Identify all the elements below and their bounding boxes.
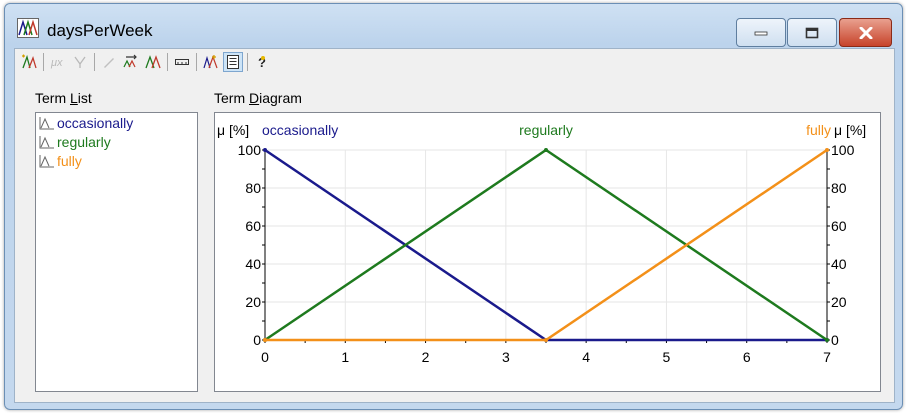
term-diagram-label: Term Diagram [214, 90, 302, 106]
right-tick-label: 100 [831, 142, 855, 158]
app-icon [17, 18, 39, 38]
terms-wizard-button[interactable] [201, 52, 221, 72]
series-label-occasionally: occasionally [262, 122, 338, 138]
term-list-item[interactable]: regularly [36, 132, 197, 151]
toolbar-separator [196, 53, 197, 71]
pencil-icon [104, 58, 114, 68]
term-label: occasionally [57, 114, 134, 131]
right-tick-label: 20 [831, 294, 847, 310]
series-point-occasionally [263, 148, 267, 152]
x-tick-label: 0 [261, 349, 269, 365]
series-line-occasionally [264, 148, 827, 342]
minimize-icon [754, 31, 768, 35]
right-tick-label: 60 [831, 218, 847, 234]
mu-x-button[interactable]: μx [48, 52, 68, 72]
x-tick-label: 3 [502, 349, 510, 365]
left-tick-label: 100 [238, 142, 262, 158]
edit-button[interactable] [99, 52, 119, 72]
right-tick-label: 0 [831, 332, 839, 348]
series-line-fully [265, 148, 828, 342]
toolbar-separator [43, 53, 44, 71]
x-tick-label: 2 [422, 349, 430, 365]
properties-button[interactable] [223, 52, 243, 72]
term-label: regularly [57, 133, 111, 150]
client-area: μx [14, 48, 895, 403]
term-diagram[interactable]: 0 0 20 20 40 40 60 60 80 80 100 100 0 1 2 3 4 5 6 7 μ [%] μ [… [214, 112, 881, 392]
help-button[interactable]: ? [252, 52, 272, 72]
term-list-item[interactable]: fully [36, 151, 197, 170]
series-point-regularly [544, 148, 548, 152]
series-label-fully: fully [806, 122, 831, 138]
x-tick-label: 1 [341, 349, 349, 365]
series-point-regularly [825, 338, 829, 342]
x-tick-label: 5 [663, 349, 671, 365]
right-axis-label: μ [%] [834, 122, 866, 138]
series-label-regularly: regularly [519, 122, 573, 138]
filter-button[interactable] [70, 52, 90, 72]
terms-wizard-icon [203, 55, 218, 69]
series-point-fully [544, 338, 548, 342]
range-button[interactable] [172, 52, 192, 72]
app-window: daysPerWeek μx [4, 3, 903, 410]
left-tick-label: 0 [253, 332, 261, 348]
maximize-icon [805, 27, 819, 38]
svg-text:?: ? [258, 55, 266, 70]
series-point-fully [263, 338, 267, 342]
window-title: daysPerWeek [47, 21, 153, 40]
shift-terms-icon [123, 54, 137, 68]
x-tick-label: 6 [743, 349, 751, 365]
x-tick-label: 4 [582, 349, 590, 365]
term-icon [39, 154, 54, 167]
range-icon [175, 59, 189, 65]
minimize-button[interactable] [736, 18, 786, 47]
term-list-item[interactable]: occasionally [36, 113, 197, 132]
term-list[interactable]: occasionally regularly fully [35, 112, 198, 392]
toolbar-separator [247, 53, 248, 71]
new-term-button[interactable] [19, 52, 39, 72]
term-icon [39, 116, 54, 129]
shift-terms-button[interactable] [121, 52, 141, 72]
right-tick-label: 40 [831, 256, 847, 272]
series-point-fully [825, 148, 829, 152]
help-icon: ? [258, 55, 266, 70]
new-term-icon [22, 54, 37, 69]
term-icon [39, 135, 54, 148]
distribute-terms-icon [145, 55, 161, 69]
filter-icon [74, 56, 86, 68]
left-tick-label: 80 [245, 180, 261, 196]
x-tick-label: 7 [823, 349, 831, 365]
toolbar-separator [94, 53, 95, 71]
title-bar[interactable]: daysPerWeek [5, 4, 902, 47]
properties-icon [227, 55, 239, 69]
mu-x-icon: μx [50, 57, 63, 69]
term-list-label: Term List [35, 90, 92, 106]
toolbar: μx [15, 49, 894, 75]
left-axis-label: μ [%] [217, 122, 249, 138]
maximize-button[interactable] [787, 18, 837, 47]
right-tick-label: 80 [831, 180, 847, 196]
left-tick-label: 60 [245, 218, 261, 234]
svg-text:μx: μx [50, 57, 63, 69]
toolbar-separator [167, 53, 168, 71]
close-icon [859, 26, 872, 39]
left-tick-label: 40 [245, 256, 261, 272]
series-line-regularly [264, 148, 828, 342]
close-button[interactable] [839, 18, 892, 47]
term-label: fully [57, 152, 82, 169]
left-tick-label: 20 [245, 294, 261, 310]
distribute-terms-button[interactable] [143, 52, 163, 72]
